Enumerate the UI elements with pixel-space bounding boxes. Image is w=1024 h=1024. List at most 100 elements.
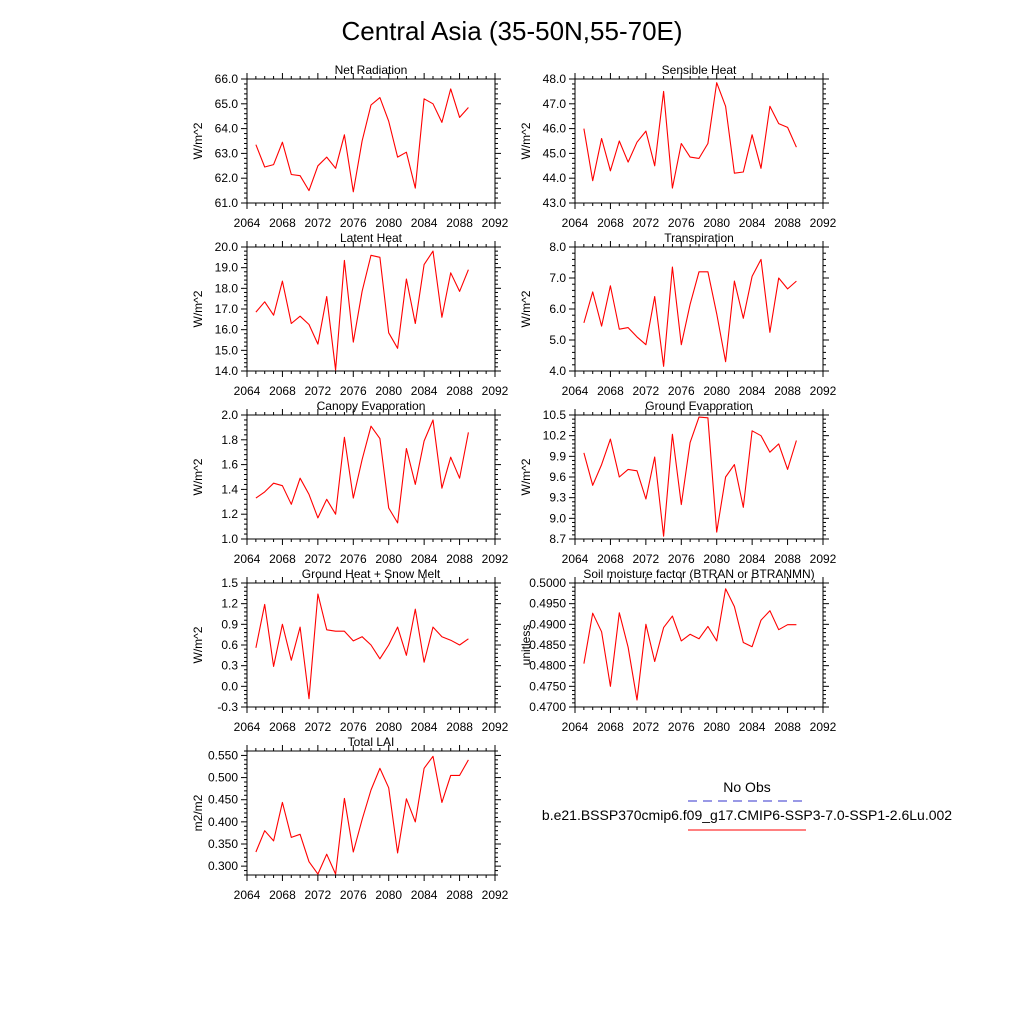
x-tick-label: 2092	[482, 888, 509, 902]
x-tick-label: 2084	[739, 216, 766, 230]
x-tick-label: 2072	[633, 720, 660, 734]
x-tick-label: 2072	[633, 216, 660, 230]
y-tick-label: 9.0	[549, 511, 566, 525]
x-tick-label: 2080	[375, 552, 402, 566]
x-tick-label: 2068	[597, 216, 624, 230]
series-line	[583, 82, 797, 189]
x-tick-label: 2084	[411, 552, 438, 566]
x-tick-label: 2080	[375, 720, 402, 734]
y-tick-label: 9.3	[549, 491, 566, 505]
plot-frame	[574, 414, 824, 540]
figure-title: Central Asia (35-50N,55-70E)	[341, 16, 682, 46]
x-tick-label: 2092	[810, 720, 837, 734]
x-tick-label: 2064	[562, 552, 589, 566]
x-tick-label: 2076	[668, 552, 695, 566]
x-tick-label: 2076	[668, 216, 695, 230]
plot-frame	[246, 78, 496, 204]
x-tick-label: 2072	[633, 552, 660, 566]
series-line	[255, 250, 469, 371]
y-tick-label: 8.0	[549, 240, 566, 254]
panel-title: Sensible Heat	[662, 63, 737, 77]
panel-4: Transpiration W/m^2 2064 2068 2072 2076 2080 20…	[519, 231, 837, 398]
panel-2: Sensible Heat W/m^2 2064 2068 2072 2076 2080 20…	[519, 63, 837, 230]
x-tick-label: 2092	[482, 720, 509, 734]
x-tick-label: 2080	[375, 384, 402, 398]
y-tick-label: 20.0	[215, 240, 239, 254]
x-tick-label: 2068	[269, 888, 296, 902]
x-tick-label: 2092	[810, 384, 837, 398]
plot-frame	[246, 750, 496, 876]
y-tick-label: 0.3	[221, 659, 238, 673]
y-tick-label: 0.500	[208, 771, 238, 785]
x-tick-label: 2064	[562, 384, 589, 398]
y-tick-label: -0.3	[217, 700, 238, 714]
x-tick-label: 2092	[482, 384, 509, 398]
x-tick-label: 2088	[446, 216, 473, 230]
y-tick-label: 10.2	[543, 429, 567, 443]
x-tick-label: 2064	[234, 384, 261, 398]
y-tick-label: 1.2	[221, 507, 238, 521]
x-tick-label: 2088	[446, 888, 473, 902]
x-tick-label: 2076	[340, 216, 367, 230]
y-tick-label: 16.0	[215, 323, 239, 337]
y-tick-label: 45.0	[543, 146, 567, 160]
y-tick-label: 66.0	[215, 72, 239, 86]
y-axis-label: W/m^2	[191, 458, 205, 495]
panel-5: Canopy Evaporation W/m^2 2064 2068 2072 2076 2…	[191, 399, 509, 566]
x-tick-label: 2068	[269, 384, 296, 398]
y-tick-label: 46.0	[543, 122, 567, 136]
panel-8: Soil moisture factor (BTRAN or BTRANMN) u…	[519, 567, 837, 734]
y-tick-label: 0.4800	[529, 659, 566, 673]
x-tick-label: 2088	[446, 720, 473, 734]
series-line	[583, 588, 797, 701]
panel-1: Net Radiation W/m^2 2064 2068 2072 2076 2080 20…	[191, 63, 509, 230]
y-tick-label: 15.0	[215, 343, 239, 357]
x-tick-label: 2076	[340, 552, 367, 566]
panel-title: Net Radiation	[335, 63, 408, 77]
x-tick-label: 2068	[269, 216, 296, 230]
y-tick-label: 0.300	[208, 859, 238, 873]
x-tick-label: 2076	[340, 384, 367, 398]
y-tick-label: 2.0	[221, 408, 238, 422]
y-tick-label: 1.0	[221, 532, 238, 546]
y-tick-label: 4.0	[549, 364, 566, 378]
x-tick-label: 2080	[703, 720, 730, 734]
legend-label-model: b.e21.BSSP370cmip6.f09_g17.CMIP6-SSP3-7.…	[542, 807, 952, 823]
x-tick-label: 2064	[562, 216, 589, 230]
x-tick-label: 2076	[340, 720, 367, 734]
y-tick-label: 0.350	[208, 837, 238, 851]
x-tick-label: 2068	[269, 552, 296, 566]
y-tick-label: 62.0	[215, 171, 239, 185]
y-tick-label: 5.0	[549, 333, 566, 347]
x-tick-label: 2092	[482, 216, 509, 230]
x-tick-label: 2072	[305, 552, 332, 566]
y-axis-label: W/m^2	[191, 290, 205, 327]
x-tick-label: 2092	[810, 216, 837, 230]
panel-9: Total LAI m2/m2 2064 2068 2072 2076 2080 2084 20…	[191, 735, 509, 902]
series-line	[255, 419, 469, 524]
y-tick-label: 19.0	[215, 261, 239, 275]
series-line	[583, 258, 797, 367]
panels: Net Radiation W/m^2 2064 2068 2072 2076 2080 20…	[191, 63, 837, 902]
x-tick-label: 2084	[411, 384, 438, 398]
x-tick-label: 2072	[305, 216, 332, 230]
y-tick-label: 0.4750	[529, 679, 566, 693]
y-axis-label: W/m^2	[519, 290, 533, 327]
x-tick-label: 2080	[703, 216, 730, 230]
x-tick-label: 2072	[633, 384, 660, 398]
panel-title: Canopy Evaporation	[317, 399, 426, 413]
y-tick-label: 1.5	[221, 576, 238, 590]
y-axis-label: unitless	[519, 625, 533, 666]
x-tick-label: 2072	[305, 888, 332, 902]
panel-title: Transpiration	[664, 231, 734, 245]
panel-title: Soil moisture factor (BTRAN or BTRANMN)	[583, 567, 814, 581]
y-axis-label: W/m^2	[519, 458, 533, 495]
panel-title: Ground Heat + Snow Melt	[302, 567, 441, 581]
y-tick-label: 0.0	[221, 679, 238, 693]
panel-7: Ground Heat + Snow Melt W/m^2 2064 2068 2072…	[191, 567, 509, 734]
y-tick-label: 0.550	[208, 748, 238, 762]
x-tick-label: 2080	[375, 888, 402, 902]
y-tick-label: 14.0	[215, 364, 239, 378]
x-tick-label: 2088	[774, 552, 801, 566]
